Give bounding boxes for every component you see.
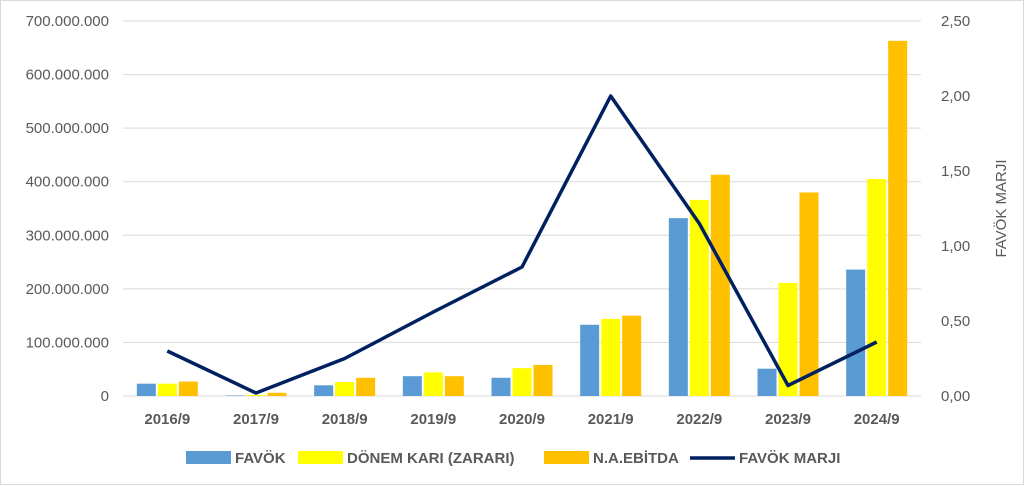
bar: [267, 392, 287, 396]
bar: [136, 383, 156, 396]
legend-label: DÖNEM KARI (ZARARI): [347, 450, 514, 467]
bar: [512, 368, 532, 396]
legend-label: FAVÖK MARJI: [739, 450, 840, 467]
category-label: 2021/9: [588, 411, 634, 428]
bar: [402, 376, 422, 396]
bar: [335, 382, 355, 396]
right-tick-label: 0,50: [941, 313, 970, 330]
bar: [778, 282, 798, 396]
bar: [668, 218, 688, 396]
bar: [225, 395, 245, 396]
category-label: 2023/9: [765, 411, 811, 428]
legend-swatch: [298, 451, 343, 464]
left-tick-label: 200.000.000: [26, 281, 109, 298]
right-axis-title: FAVÖK MARJI: [992, 159, 1010, 257]
legend-swatch: [186, 451, 231, 464]
right-tick-label: 2,00: [941, 88, 970, 105]
legend-swatch: [544, 451, 589, 464]
category-label: 2020/9: [499, 411, 545, 428]
left-tick-label: 600.000.000: [26, 67, 109, 84]
right-tick-label: 1,50: [941, 163, 970, 180]
left-tick-label: 400.000.000: [26, 174, 109, 191]
bar: [580, 324, 600, 396]
left-tick-label: 0: [101, 388, 109, 405]
right-tick-label: 1,00: [941, 238, 970, 255]
legend-label: FAVÖK: [235, 450, 286, 467]
bar: [757, 368, 777, 396]
left-tick-label: 100.000.000: [26, 334, 109, 351]
bar: [601, 318, 621, 396]
category-label: 2018/9: [322, 411, 368, 428]
bar: [444, 376, 464, 396]
bar: [689, 199, 709, 396]
category-label: 2022/9: [676, 411, 722, 428]
right-tick-label: 0,00: [941, 388, 970, 405]
bar: [622, 315, 642, 396]
category-label: 2017/9: [233, 411, 279, 428]
right-axis-ticks: 0,00 0,50 1,00 1,50 2,00 2,50: [941, 13, 970, 405]
category-label: 2019/9: [410, 411, 456, 428]
legend: FAVÖK DÖNEM KARI (ZARARI) N.A.EBİTDA FAVÖK …: [186, 450, 840, 467]
legend-label: N.A.EBİTDA: [593, 450, 679, 467]
category-label: 2024/9: [854, 411, 900, 428]
category-labels: 2016/9 2017/9 2018/9 2019/9 2020/9 2021/9 2022…: [144, 411, 899, 428]
left-tick-label: 500.000.000: [26, 120, 109, 137]
left-tick-label: 700.000.000: [26, 13, 109, 30]
series-line: [166, 94, 878, 395]
bar: [846, 269, 866, 396]
bar: [710, 174, 730, 396]
bar: [888, 40, 908, 396]
right-tick-label: 2,50: [941, 13, 970, 30]
bar: [799, 192, 819, 396]
bar: [246, 394, 266, 396]
bar: [356, 377, 376, 396]
bar: [178, 381, 198, 396]
bar: [533, 364, 553, 396]
left-axis-ticks: 0 100.000.000 200.000.000 300.000.000 400.00…: [26, 13, 109, 405]
left-tick-label: 300.000.000: [26, 227, 109, 244]
bar: [157, 383, 177, 396]
bars: [136, 40, 908, 396]
margin-line: [166, 94, 878, 395]
bar: [423, 372, 443, 396]
category-label: 2016/9: [144, 411, 190, 428]
bar: [867, 179, 887, 396]
bar: [314, 385, 334, 396]
bar: [491, 377, 511, 396]
